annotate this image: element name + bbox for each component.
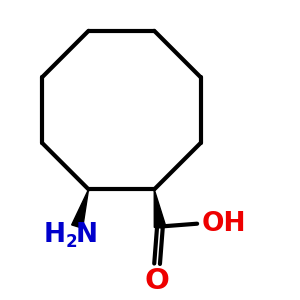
Text: N: N — [76, 222, 98, 248]
Text: OH: OH — [201, 211, 246, 237]
Polygon shape — [154, 189, 166, 227]
Text: 2: 2 — [66, 233, 77, 251]
Polygon shape — [72, 189, 88, 228]
Text: H: H — [44, 222, 66, 248]
Text: O: O — [145, 267, 169, 295]
